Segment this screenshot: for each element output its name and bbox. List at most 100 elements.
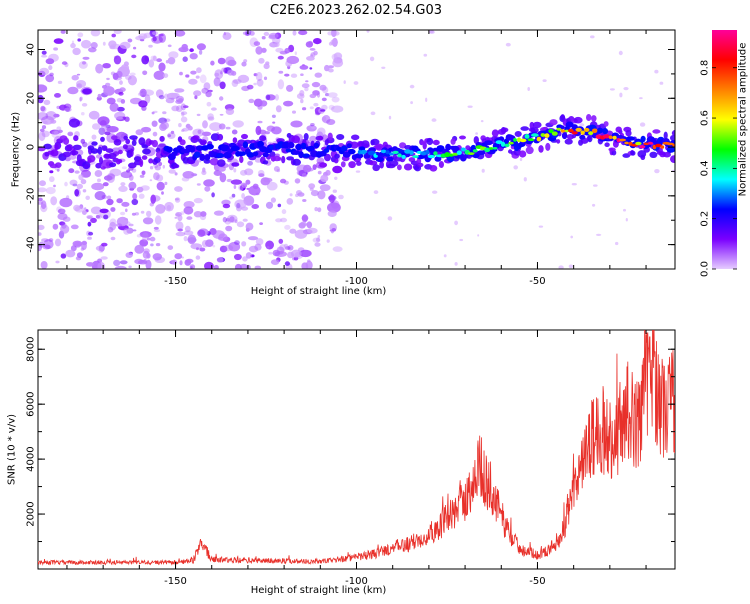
spectrogram-ridge-blob xyxy=(525,146,534,155)
spectrogram-noise-blob xyxy=(281,209,287,215)
spectrogram-noise-blob xyxy=(142,70,148,76)
spectrogram-ridge-blob xyxy=(433,151,438,156)
spectrogram-noise-blob xyxy=(64,107,72,112)
spectrogram-ridge-blob xyxy=(616,138,621,143)
spectrogram-noise-blob xyxy=(325,93,330,97)
spectrogram-ridge-blob xyxy=(460,147,466,152)
spectrogram-x-axis-label: Height of straight line (km) xyxy=(251,286,387,297)
spectrogram-noise-blob xyxy=(138,100,148,108)
spectrogram-noise-blob xyxy=(53,38,64,44)
spectrogram-ridge-blob xyxy=(463,153,469,159)
spectrogram-noise-blob xyxy=(134,212,139,216)
spectrogram-noise-blob xyxy=(77,38,81,42)
spectrogram-noise-blob xyxy=(106,198,114,206)
spectrogram-noise-blob xyxy=(38,112,49,121)
spectrogram-noise-blob xyxy=(82,210,87,216)
spectrogram-noise-blob xyxy=(85,195,90,200)
spectrogram-ridge-blob xyxy=(579,134,586,140)
spectrogram-noise-blob xyxy=(149,166,154,170)
colorbar-tick-label: 0.2 xyxy=(700,211,711,227)
spectrogram-noise-blob xyxy=(139,174,145,178)
spectrogram-ridge-blob xyxy=(492,147,498,150)
spectrogram-noise-blob xyxy=(115,223,123,227)
colorbar-tick-label: 0.4 xyxy=(700,160,711,176)
spectrogram-noise-blob xyxy=(278,70,284,74)
spectrogram-noise-blob xyxy=(432,190,438,194)
spectrogram-noise-blob xyxy=(268,32,279,39)
spectrogram-noise-blob xyxy=(309,106,314,110)
spectrogram-noise-blob xyxy=(241,61,247,67)
spectrogram-ridge-blob xyxy=(397,153,402,158)
spectrogram-noise-blob xyxy=(300,98,304,104)
spectrogram-noise-blob xyxy=(211,192,215,198)
spectrogram-ridge-blob xyxy=(292,158,302,166)
spectrogram-ridge-blob xyxy=(404,149,411,154)
spectrogram-ridge-blob xyxy=(282,141,290,149)
spectrogram-ridge-blob xyxy=(519,138,527,143)
spectrogram-ridge-blob xyxy=(223,151,232,159)
spectrogram-noise-blob xyxy=(38,224,45,231)
spectrogram-noise-blob xyxy=(299,65,309,70)
spectrogram-noise-blob xyxy=(78,61,88,69)
spectrogram-ridge-blob xyxy=(513,138,517,142)
spectrogram-noise-blob xyxy=(481,168,485,173)
spectrogram-noise-blob xyxy=(654,69,659,74)
spectrogram-noise-blob xyxy=(74,170,80,174)
spectrogram-noise-blob xyxy=(241,183,247,188)
spectrogram-noise-blob xyxy=(90,206,102,215)
spectrogram-noise-blob xyxy=(138,33,148,40)
spectrogram-noise-blob xyxy=(286,84,294,92)
spectrogram-ridge-blob xyxy=(630,150,636,156)
spectrogram-noise-blob xyxy=(133,46,137,50)
spectrogram-noise-blob xyxy=(113,75,123,81)
spectrogram-noise-blob xyxy=(459,238,464,242)
spectrogram-noise-blob xyxy=(274,251,288,257)
spectrogram-noise-blob xyxy=(38,84,48,93)
spectrogram-ridge-blob xyxy=(373,145,382,150)
spectrogram-noise-blob xyxy=(222,203,231,209)
spectrogram-noise-blob xyxy=(76,73,81,76)
spectrogram-noise-blob xyxy=(153,226,159,230)
spectrogram-ridge-blob xyxy=(179,139,186,146)
spectrogram-noise-blob xyxy=(197,229,206,237)
spectrogram-noise-blob xyxy=(200,211,207,217)
spectrogram-noise-blob xyxy=(306,227,318,234)
spectrogram-noise-blob xyxy=(183,230,194,236)
spectrogram-ridge-blob xyxy=(666,146,675,153)
spectrogram-noise-blob xyxy=(48,238,54,242)
spectrogram-noise-blob xyxy=(615,241,619,246)
spectrogram-ridge-blob xyxy=(262,152,269,158)
spectrogram-noise-blob xyxy=(158,33,166,43)
spectrogram-noise-blob xyxy=(175,95,184,103)
spectrogram-noise-blob xyxy=(284,224,291,230)
spectrogram-noise-blob xyxy=(48,65,53,71)
spectrogram-noise-blob xyxy=(206,101,212,107)
spectrogram-noise-blob xyxy=(244,168,254,176)
spectrogram-ridge-blob xyxy=(139,159,144,167)
spectrogram-ridge-blob xyxy=(148,158,154,164)
spectrogram-noise-blob xyxy=(314,242,321,247)
spectrogram-ridge-blob xyxy=(401,154,406,159)
spectrogram-noise-blob xyxy=(119,87,126,92)
spectrogram-noise-blob xyxy=(277,55,284,60)
spectrogram-noise-blob xyxy=(175,231,186,237)
spectrogram-noise-blob xyxy=(505,42,511,47)
spectrogram-noise-blob xyxy=(306,221,313,229)
spectrogram-noise-blob xyxy=(38,131,46,142)
spectrogram-noise-blob xyxy=(72,183,78,187)
spectrogram-ridge-blob xyxy=(262,160,269,165)
spectrogram-noise-blob xyxy=(97,116,110,126)
spectrogram-noise-blob xyxy=(97,258,103,263)
spectrogram-noise-blob xyxy=(314,72,323,78)
spectrogram-noise-blob xyxy=(312,237,321,243)
spectrogram-noise-blob xyxy=(219,81,226,90)
spectrogram-noise-blob xyxy=(226,178,232,183)
spectrogram-noise-blob xyxy=(355,170,361,173)
spectrogram-noise-blob xyxy=(219,96,224,101)
spectrogram-noise-blob xyxy=(317,170,322,175)
spectrogram-noise-blob xyxy=(155,204,166,214)
spectrogram-noise-blob xyxy=(305,260,313,269)
spectrogram-ridge-blob xyxy=(73,135,79,142)
spectrogram-ridge-blob xyxy=(186,159,196,165)
spectrogram-noise-blob xyxy=(327,31,333,36)
